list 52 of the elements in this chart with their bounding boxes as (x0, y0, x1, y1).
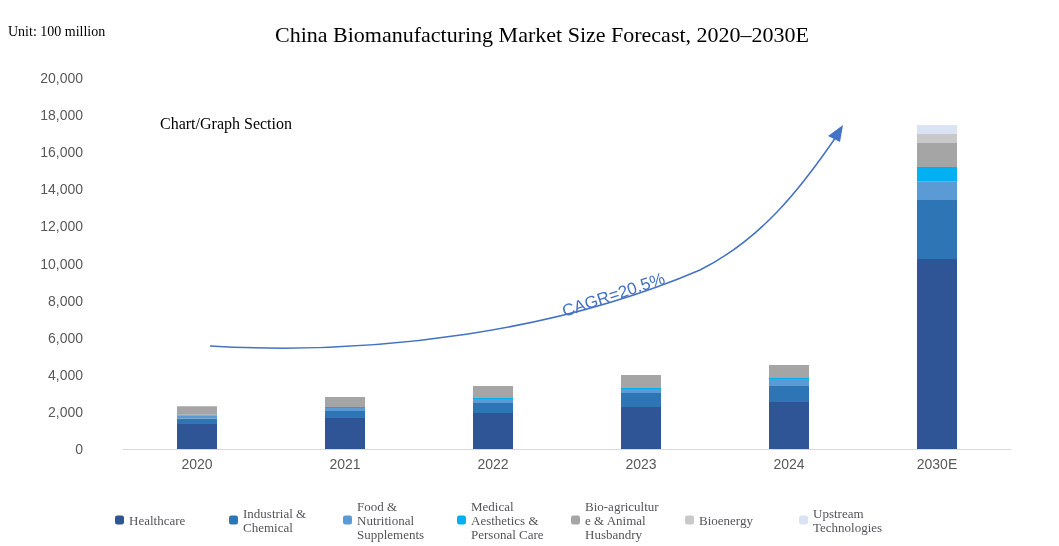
y-tick-label: 6,000 (47, 329, 84, 346)
bar (769, 402, 809, 449)
bar (917, 199, 957, 260)
y-tick-label: 12,000 (40, 218, 84, 235)
bar (769, 364, 809, 378)
bar (177, 418, 217, 424)
legend-label: Healthcare (129, 512, 186, 528)
y-tick-label: 0 (75, 441, 84, 457)
bar (917, 181, 957, 200)
bar (177, 423, 217, 449)
chart-title: China Biomanufacturing Market Size Forecast, 2020–2030E (275, 21, 809, 47)
bar (917, 125, 957, 135)
legend-label: Medical Aesthetics & Personal Care (471, 498, 544, 542)
bar (473, 385, 513, 398)
bar (621, 407, 661, 449)
text: Unit: 100 million (8, 23, 106, 39)
x-tick-label: 2024 (773, 456, 805, 472)
bar (621, 392, 661, 408)
x-tick-label: 2023 (625, 456, 657, 472)
legend-label: Upstream Technologies (813, 505, 883, 535)
bar (917, 134, 957, 144)
bar (325, 410, 365, 419)
x-tick-label: 2021 (329, 456, 361, 472)
y-tick-label: 8,000 (47, 292, 84, 309)
bar (917, 167, 957, 182)
x-tick-label: 2030E (916, 456, 958, 472)
bar (769, 385, 809, 403)
legend-label: Bio-agriculture & Animal Husbandry (585, 498, 660, 542)
y-tick-label: 16,000 (40, 144, 84, 161)
legend-label: Food & Nutritional Supplements (357, 498, 425, 542)
x-tick-label: 2022 (477, 456, 509, 472)
bar (473, 398, 513, 403)
bar (325, 418, 365, 449)
y-tick-label: 2,000 (47, 403, 84, 420)
legend-label: Industrial & Chemical (243, 505, 310, 535)
y-tick-label: 18,000 (40, 107, 84, 124)
bar (621, 388, 661, 393)
bar (473, 403, 513, 414)
y-tick-label: 4,000 (47, 366, 84, 383)
bar (621, 374, 661, 388)
y-tick-label: 14,000 (40, 181, 84, 198)
bar (473, 413, 513, 449)
bar (917, 259, 957, 449)
y-tick-label: 10,000 (40, 255, 84, 272)
legend-label: Bioenergy (699, 512, 754, 528)
bar (769, 378, 809, 386)
x-tick-label: 2020 (181, 456, 213, 472)
y-tick-label: 20,000 (40, 70, 84, 86)
bar (177, 406, 217, 415)
annotation: Chart/Graph Section (160, 114, 292, 133)
bar (917, 143, 957, 168)
bar (325, 397, 365, 408)
